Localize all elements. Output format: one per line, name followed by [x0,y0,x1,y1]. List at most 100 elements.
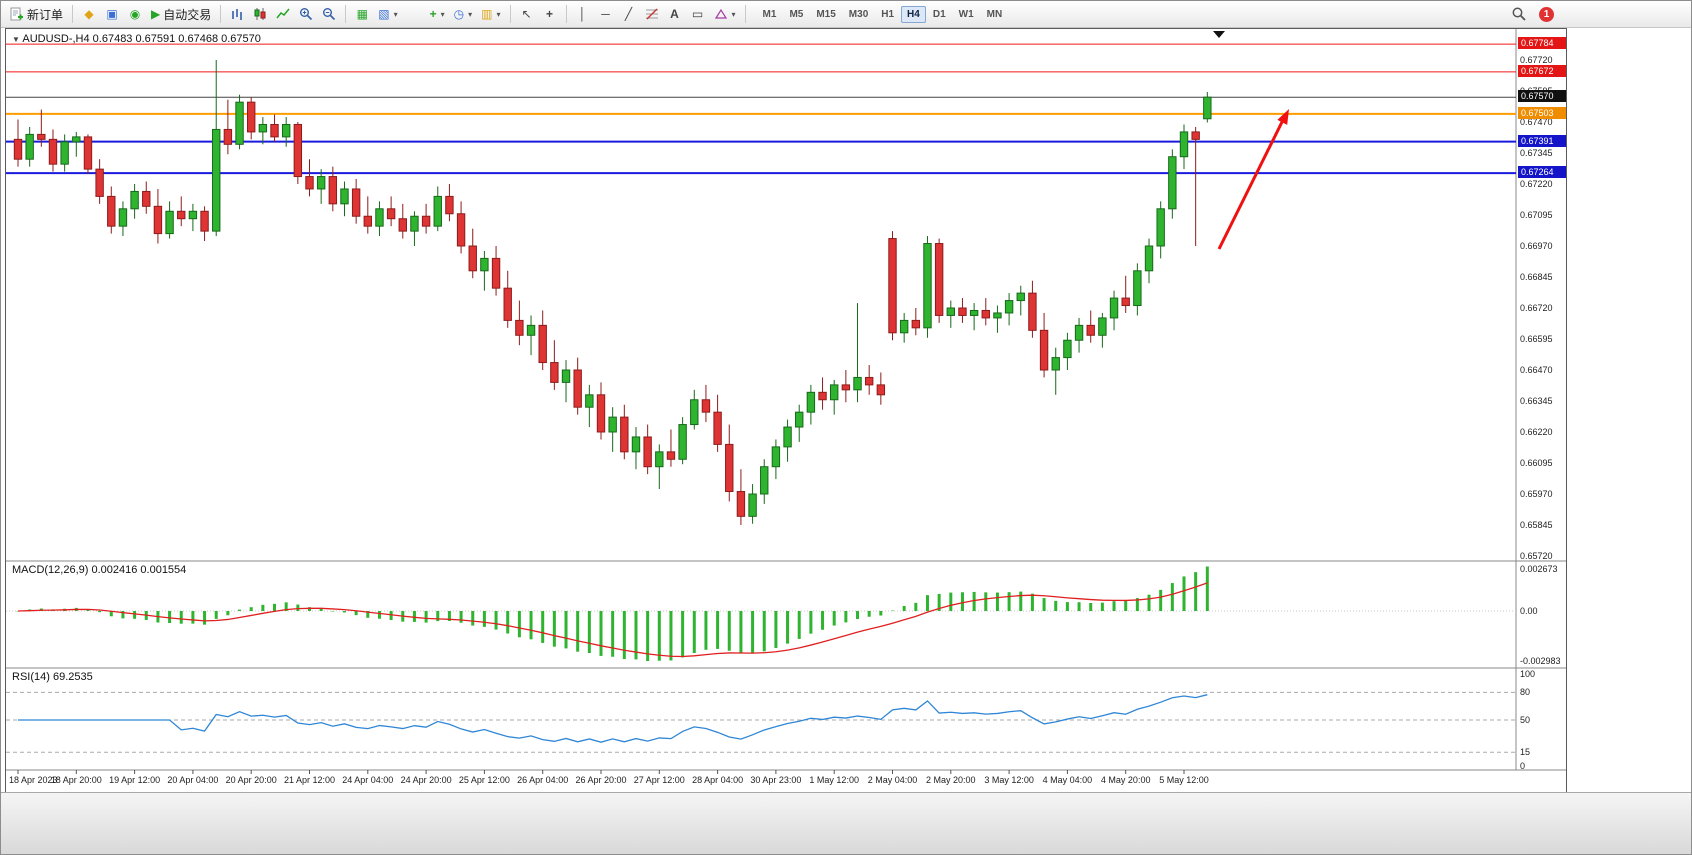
timeframe-M5[interactable]: M5 [789,8,804,20]
chevron-down-icon: ▾ [393,9,398,19]
line-chart-button[interactable] [272,4,294,25]
time-axis-label: 25 Apr 12:00 [458,775,510,785]
data-window-icon: ▣ [106,7,118,21]
label-tool-button[interactable]: ▭ [687,4,709,25]
candle-body [515,319,524,336]
macd-histogram-bar [599,611,603,656]
macd-axis-label: 0.00 [1520,606,1538,616]
cascade-windows-button[interactable]: ▧ ▾ [374,4,401,25]
candle-body [1109,297,1119,319]
candle-body [1063,339,1072,359]
chart-shift-marker[interactable] [1213,31,1225,38]
price-axis-tick: 0.66595 [1520,334,1553,344]
macd-histogram-bar [564,611,568,649]
timeframe-toolbar: M1 M5 M15 M30 H1 H4 D1 W1 MN [757,5,1009,23]
candle-body [25,133,34,160]
macd-histogram-bar [587,611,591,654]
candlestick-chart-button[interactable] [249,4,271,25]
trendline-icon: ╱ [624,7,633,21]
macd-histogram-bar [1135,598,1139,611]
shapes-tool-button[interactable]: ▾ [710,4,740,25]
candle-body [1168,156,1177,210]
search-button[interactable] [1507,4,1531,25]
macd-histogram-bar [1019,591,1023,611]
candle-body [13,138,23,160]
zoom-in-button[interactable] [295,4,317,25]
time-axis-label: 5 May 12:00 [1159,775,1209,785]
time-axis-label: 20 Apr 04:00 [167,775,219,785]
trendline-tool-button[interactable]: ╱ [618,4,640,25]
periods-button[interactable]: ◷ ▾ [450,4,477,25]
vertical-line-tool-button[interactable]: │ [572,4,594,25]
toolbar-separator [509,5,511,23]
tile-windows-button[interactable]: ▦ [351,4,373,25]
price-axis-tick: 0.67345 [1520,148,1553,158]
candle-body [130,190,139,210]
symbol-dropdown-icon[interactable]: ▼ [12,35,20,44]
bar-chart-icon [232,9,243,20]
macd-histogram-bar [1065,602,1069,611]
chevron-down-icon: ▾ [440,9,445,19]
macd-histogram-bar [1112,601,1116,611]
price-line-label: 0.67570 [1518,90,1566,103]
fibonacci-tool-button[interactable] [641,4,663,25]
market-watch-button[interactable]: ◆ [78,4,100,25]
crosshair-tool-button[interactable]: + [539,4,561,25]
candle-body [468,245,477,272]
macd-histogram-bar [925,595,929,611]
price-line-label: 0.67264 [1518,166,1566,179]
macd-histogram-bar [960,592,964,611]
candle-body [981,309,990,319]
macd-histogram-bar [1042,598,1046,611]
timeframe-M1[interactable]: M1 [762,8,777,20]
arrange-windows-button[interactable] [403,4,425,25]
macd-histogram-bar [179,611,183,624]
timeframe-H1[interactable]: H1 [881,8,895,20]
chart-canvas[interactable] [6,29,1566,792]
trend-arrow[interactable] [1217,121,1284,250]
candle-body [503,287,512,321]
autotrade-button[interactable]: ▶ 自动交易 [147,4,215,25]
candle-body [421,215,431,227]
macd-histogram-bar [774,611,778,648]
notification-badge[interactable]: 1 [1539,6,1554,22]
trend-arrow-head[interactable] [1277,109,1289,125]
candle-body [200,210,209,232]
candle-body [876,384,886,396]
time-axis-label: 24 Apr 20:00 [400,775,452,785]
indicators-plus-icon: + [429,7,437,21]
timeframe-M15[interactable]: M15 [816,8,836,20]
macd-histogram-bar [902,605,906,611]
macd-histogram-bar [949,592,953,611]
text-tool-button[interactable]: A [664,4,686,25]
timeframe-M30[interactable]: M30 [848,8,869,20]
macd-histogram-bar [16,611,20,612]
templates-button[interactable]: ▥ ▾ [477,4,504,25]
price-axis-tick: 0.66470 [1520,365,1553,375]
macd-histogram-bar [121,611,125,619]
candle-body [526,324,536,336]
navigator-button[interactable]: ◉ [124,4,146,25]
timeframe-H4[interactable]: H4 [901,5,926,23]
candle-body [340,188,349,205]
timeframe-MN[interactable]: MN [986,8,1003,20]
candle-body [270,123,279,138]
clock-icon: ◷ [453,7,465,21]
chart-title-text: AUDUSD-,H4 0.67483 0.67591 0.67468 0.675… [22,33,261,45]
macd-histogram-bar [459,611,463,623]
indicators-button[interactable]: + ▾ [426,4,449,25]
bar-chart-button[interactable] [226,4,248,25]
cursor-tool-button[interactable]: ↖ [516,4,538,25]
macd-histogram-bar [1182,576,1186,611]
timeframe-W1[interactable]: W1 [958,8,974,20]
new-order-button[interactable]: 新订单 [6,4,67,25]
price-axis-tick: 0.66095 [1520,458,1553,468]
macd-histogram-bar [867,611,871,617]
candle-body [678,424,687,460]
data-window-button[interactable]: ▣ [101,4,123,25]
macd-axis-label: 0.002673 [1520,564,1558,574]
zoom-out-button[interactable] [318,4,340,25]
horizontal-line-tool-button[interactable]: ─ [595,4,617,25]
macd-histogram-bar [517,611,521,638]
timeframe-D1[interactable]: D1 [932,8,946,20]
